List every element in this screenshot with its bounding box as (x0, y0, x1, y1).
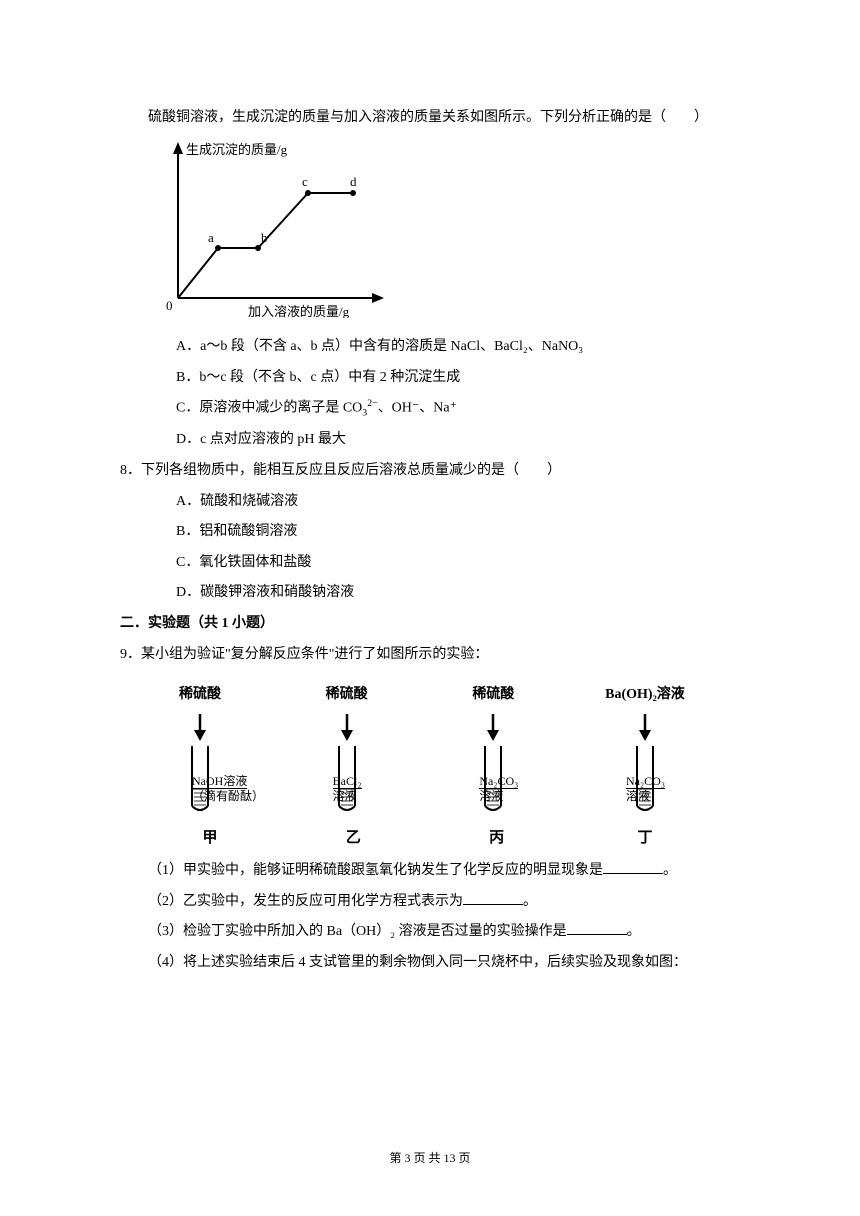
tube-captions: 甲 乙 丙 丁 (120, 822, 720, 859)
q9-stem: 9．某小组为验证"复分解反应条件"进行了如图所示的实验： (120, 642, 740, 669)
section-2-heading: 二．实验题（共 1 小题） (120, 611, 740, 638)
page-footer: 第 3 页 共 13 页 (0, 1147, 860, 1170)
point-c: c (302, 174, 308, 189)
q8-option-b: B．铝和硫酸铜溶液 (120, 519, 740, 546)
q8-option-c: C．氧化铁固体和盐酸 (120, 550, 740, 577)
precipitate-chart: 生成沉淀的质量/g 加入溶液的质量/g 0 a b c d (158, 138, 740, 329)
tube-jia: 稀硫酸 NaOH溶液 （滴有酚酞） (130, 682, 270, 816)
point-d: d (350, 174, 357, 189)
tube-ding: Ba(OH)₂溶液 Na₂CO₃ 溶液 (570, 682, 720, 816)
q9-part3: （3）检验丁实验中所加入的 Ba（OH）₂ 溶液是否过量的实验操作是。 (120, 919, 740, 946)
blank-3[interactable] (567, 920, 627, 935)
q9-part1: （1）甲实验中，能够证明稀硫酸跟氢氧化钠发生了化学反应的明显现象是。 (120, 858, 740, 885)
q7-intro: 硫酸铜溶液，生成沉淀的质量与加入溶液的质量关系如图所示。下列分析正确的是（ ） (120, 105, 740, 132)
q7-option-b: B．b～c 段（不含 b、c 点）中有 2 种沉淀生成 (120, 365, 740, 392)
q7-option-d: D．c 点对应溶液的 pH 最大 (120, 427, 740, 454)
q9-part4: （4）将上述实验结束后 4 支试管里的剩余物倒入同一只烧杯中，后续实验及现象如图… (120, 950, 740, 977)
q8-option-d: D．碳酸钾溶液和硝酸钠溶液 (120, 580, 740, 607)
origin-label: 0 (166, 298, 173, 313)
q7-option-c: C．原溶液中减少的离子是 CO32−、OH⁻、Na⁺ (120, 395, 740, 423)
q8-option-a: A．硫酸和烧碱溶液 (120, 489, 740, 516)
point-b: b (261, 230, 268, 245)
y-axis-label: 生成沉淀的质量/g (186, 142, 288, 157)
q7-option-a: A．a～b 段（不含 a、b 点）中含有的溶质是 NaCl、BaCl₂、NaNO… (120, 334, 740, 361)
tube-yi: 稀硫酸 BaCl₂ 溶液 (277, 682, 417, 816)
tube-bing: 稀硫酸 Na₂CO₃ 溶液 (423, 682, 563, 816)
q9-part2: （2）乙实验中，发生的反应可用化学方程式表示为。 (120, 889, 740, 916)
blank-2[interactable] (463, 889, 523, 904)
point-a: a (208, 230, 214, 245)
x-axis-label: 加入溶液的质量/g (248, 304, 350, 318)
tubes-diagram: 稀硫酸 NaOH溶液 （滴有酚酞） 稀硫酸 (120, 672, 720, 822)
q8-stem: 8．下列各组物质中，能相互反应且反应后溶液总质量减少的是（ ） (120, 458, 740, 485)
blank-1[interactable] (603, 859, 663, 874)
